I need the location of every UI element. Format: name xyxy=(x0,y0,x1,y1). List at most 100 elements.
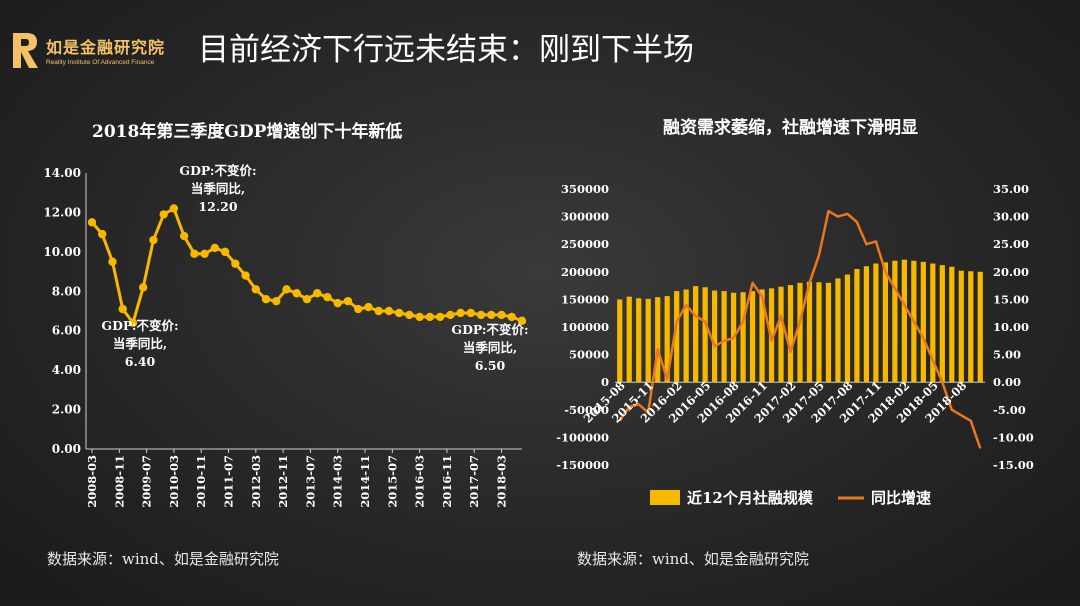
gdp-data-point xyxy=(446,310,455,320)
gdp-data-point xyxy=(251,285,261,294)
gdp-data-point xyxy=(241,271,250,280)
x-tick-label: 2009-07 xyxy=(140,455,154,508)
gdp-data-point xyxy=(98,229,107,239)
left-source-note: 数据来源：wind、如是金融研究院 xyxy=(47,550,279,568)
gdp-data-point xyxy=(169,204,179,213)
gdp-data-point xyxy=(497,310,506,320)
financing-bar xyxy=(778,286,784,383)
gdp-data-point xyxy=(487,310,496,320)
gdp-data-point xyxy=(159,210,168,219)
financing-bar xyxy=(712,290,718,383)
y-tick-label: 2.00 xyxy=(52,403,81,417)
legend-bar-swatch xyxy=(650,490,680,505)
financing-bar xyxy=(721,291,727,383)
gdp-annotation-line: 6.40 xyxy=(125,354,156,369)
gdp-data-point xyxy=(476,310,486,320)
left-axis-tick-label: 200000 xyxy=(561,265,609,279)
y-tick-label: 10.00 xyxy=(43,245,81,259)
right-axis-tick-label: 5.00 xyxy=(993,348,1021,362)
financing-bar xyxy=(958,270,964,383)
financing-bar xyxy=(749,291,756,383)
gdp-annotation-line: 当季同比, xyxy=(191,181,245,196)
y-tick-label: 4.00 xyxy=(52,363,81,377)
financing-bar xyxy=(664,296,670,383)
financing-bar xyxy=(977,271,983,383)
left-axis-tick-label: 250000 xyxy=(561,237,609,251)
financing-bar xyxy=(740,292,746,383)
gdp-line-chart: 0.00 2.00 4.00 6.00 8.00 10.00 12.00 14.00 2008-… xyxy=(43,163,528,508)
gdp-data-point xyxy=(405,310,414,320)
gdp-data-point xyxy=(333,298,342,308)
gdp-data-point xyxy=(87,218,97,227)
gdp-data-point xyxy=(364,302,373,312)
x-tick-label: 2018-03 xyxy=(495,455,509,508)
x-tick-label: 2012-03 xyxy=(249,455,263,508)
logo-r-icon xyxy=(13,33,38,68)
x-tick-label: 2013-07 xyxy=(303,455,317,508)
financing-bar xyxy=(655,297,661,383)
gdp-data-point xyxy=(128,318,138,328)
financing-bar xyxy=(939,265,945,383)
financing-bar xyxy=(844,274,851,383)
left-axis-tick-label: -50000 xyxy=(564,403,609,417)
right-axis-tick-label: 20.00 xyxy=(993,265,1029,279)
gdp-data-point xyxy=(210,243,220,253)
legend-line-label: 同比增速 xyxy=(871,489,931,507)
financing-bar xyxy=(882,262,888,383)
logo-subtitle: Reality Institute Of Advanced Finance xyxy=(46,59,155,66)
x-tick-label: 2010-03 xyxy=(167,455,181,508)
financing-bar xyxy=(702,287,708,383)
financing-bar xyxy=(920,261,926,383)
left-axis-tick-label: 150000 xyxy=(561,292,609,306)
gdp-data-point xyxy=(313,289,322,298)
financing-bar xyxy=(636,298,642,383)
financing-bar xyxy=(825,282,832,383)
right-axis-tick-label: 25.00 xyxy=(993,237,1029,251)
x-tick-label: 2008-03 xyxy=(85,455,99,508)
financing-bar xyxy=(797,282,803,383)
y-tick-label: 8.00 xyxy=(52,284,81,298)
x-tick-label: 2011-07 xyxy=(222,455,236,508)
financing-bar xyxy=(901,259,907,383)
logo-name: 如是金融研究院 xyxy=(46,38,166,57)
left-axis-tick-label: 100000 xyxy=(561,320,609,334)
financing-bar xyxy=(835,278,841,383)
x-tick-label: 2017-07 xyxy=(467,455,481,508)
page-title: 目前经济下行远未结束：刚到下半场 xyxy=(198,32,694,68)
x-tick-label: 2014-03 xyxy=(331,455,345,508)
x-tick-label: 2015-07 xyxy=(385,455,399,508)
gdp-data-point xyxy=(282,285,291,294)
gdp-data-point xyxy=(507,312,516,322)
financing-bar xyxy=(892,260,898,383)
x-tick-label: 2016-03 xyxy=(413,455,427,508)
gdp-data-point xyxy=(118,304,127,314)
gdp-annotation-line: 12.20 xyxy=(198,199,237,214)
gdp-data-point xyxy=(292,289,301,298)
left-axis-tick-label: 350000 xyxy=(561,182,609,196)
left-axis-tick-label: 0 xyxy=(601,375,609,389)
gdp-data-point xyxy=(323,293,332,302)
financing-bar xyxy=(873,263,879,383)
gdp-annotation-line: 当季同比, xyxy=(463,340,517,355)
financing-bar xyxy=(626,296,632,383)
x-tick-label: 2010-11 xyxy=(194,455,208,508)
legend-bar-label: 近12个月社融规模 xyxy=(687,489,814,507)
gdp-data-point xyxy=(466,308,476,318)
x-tick-label: 2008-11 xyxy=(112,455,126,508)
right-axis-tick-label: -15.00 xyxy=(993,458,1034,472)
gdp-data-point xyxy=(384,306,394,316)
gdp-data-point xyxy=(302,294,312,304)
gdp-data-point xyxy=(149,235,158,245)
gdp-annotation-line: 6.50 xyxy=(475,358,506,373)
gdp-data-point xyxy=(108,257,117,266)
financing-bar xyxy=(683,289,689,383)
right-axis-tick-label: 0.00 xyxy=(993,375,1021,389)
gdp-data-point xyxy=(517,316,527,326)
left-axis-tick-label: 300000 xyxy=(561,210,609,224)
gdp-data-point xyxy=(190,249,199,259)
gdp-annotation-line: GDP:不变价: xyxy=(101,318,178,333)
right-axis-tick-label: 15.00 xyxy=(993,292,1029,306)
right-source-note: 数据来源：wind、如是金融研究院 xyxy=(577,550,809,568)
financing-bar xyxy=(854,269,860,383)
right-axis-tick-label: -5.00 xyxy=(993,403,1026,417)
